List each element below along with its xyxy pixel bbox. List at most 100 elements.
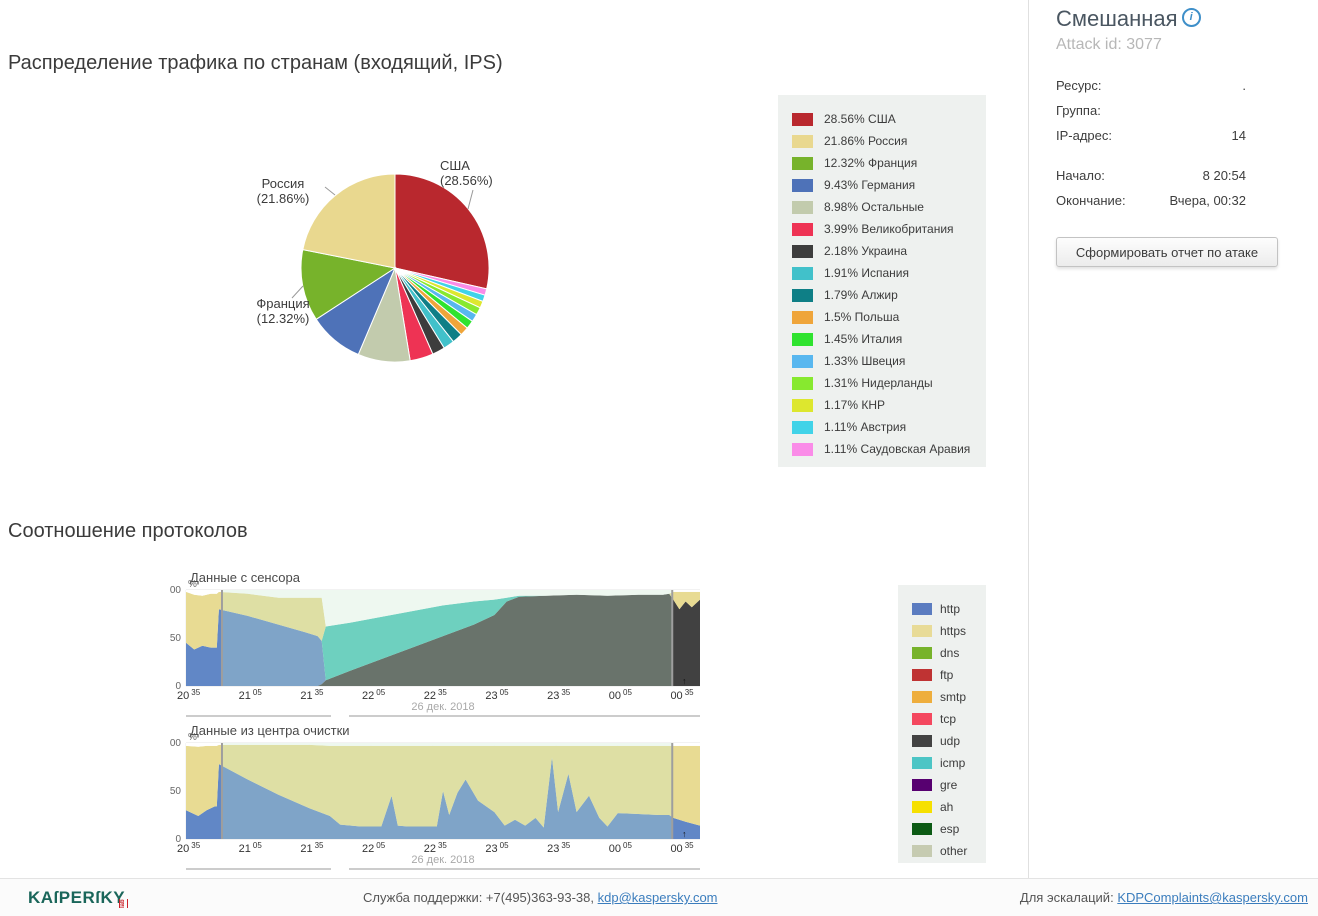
legend-item-Остальные[interactable]: 8.98% Остальные (778, 196, 986, 218)
protocol-legend-item-ftp[interactable]: ftp (898, 664, 986, 686)
svg-text:0: 0 (175, 681, 181, 692)
svg-text:50: 50 (170, 786, 181, 797)
pie-connector-usa (467, 189, 474, 210)
legend-item-Алжир[interactable]: 1.79% Алжир (778, 284, 986, 306)
legend-label: 1.31% Нидерланды (824, 376, 933, 390)
legend-swatch (792, 222, 813, 236)
escalation-email-link[interactable]: KDPComplaints@kaspersky.com (1117, 890, 1308, 905)
legend-label: 1.33% Швеция (824, 354, 906, 368)
area-series-http[interactable] (186, 757, 700, 839)
protocol-legend-item-gre[interactable]: gre (898, 774, 986, 796)
protocol-legend-item-tcp[interactable]: tcp (898, 708, 986, 730)
legend-item-КНР[interactable]: 1.17% КНР (778, 394, 986, 416)
legend-swatch (912, 757, 932, 769)
legend-item-Россия[interactable]: 21.86% Россия (778, 130, 986, 152)
area-series-https[interactable] (186, 744, 700, 828)
legend-item-Италия[interactable]: 1.45% Италия (778, 328, 986, 350)
support-email-link[interactable]: kdp@kaspersky.com (597, 890, 718, 905)
legend-item-Швеция[interactable]: 1.33% Швеция (778, 350, 986, 372)
legend-label: 1.79% Алжир (824, 288, 898, 302)
protocol-legend-item-esp[interactable]: esp (898, 818, 986, 840)
legend-swatch (792, 354, 813, 368)
legend-item-Саудовская Аравия[interactable]: 1.11% Саудовская Аравия (778, 438, 986, 460)
legend-swatch (792, 310, 813, 324)
legend-item-Нидерланды[interactable]: 1.31% Нидерланды (778, 372, 986, 394)
sidebar-divider (1028, 0, 1029, 878)
legend-label: 2.18% Украина (824, 244, 908, 258)
legend-swatch (792, 200, 813, 214)
legend-label: ah (940, 800, 954, 814)
pie-connector-russia (324, 186, 336, 196)
legend-swatch (792, 442, 813, 456)
info-label: Группа: (1056, 103, 1101, 118)
legend-label: icmp (940, 756, 966, 770)
info-value: 14 (1231, 128, 1246, 143)
legend-swatch (792, 156, 813, 170)
legend-label: 12.32% Франция (824, 156, 918, 170)
countries-section-title: Распределение трафика по странам (входящ… (8, 52, 503, 74)
legend-item-Украина[interactable]: 2.18% Украина (778, 240, 986, 262)
legend-item-Германия[interactable]: 9.43% Германия (778, 174, 986, 196)
legend-swatch (912, 845, 932, 857)
svg-text:↑: ↑ (682, 676, 687, 686)
legend-label: smtp (940, 690, 967, 704)
protocol-legend-item-http[interactable]: http (898, 598, 986, 620)
legend-swatch (792, 112, 813, 126)
legend-item-Испания[interactable]: 1.91% Испания (778, 262, 986, 284)
legend-item-США[interactable]: 28.56% США (778, 108, 986, 130)
area-series-https[interactable] (186, 591, 700, 650)
country-pie-chart[interactable] (165, 140, 725, 400)
info-icon[interactable]: i (1181, 8, 1201, 27)
legend-label: 1.45% Италия (824, 332, 903, 346)
area-series-other[interactable] (186, 743, 700, 747)
legend-item-Франция[interactable]: 12.32% Франция (778, 152, 986, 174)
legend-item-Австрия[interactable]: 1.11% Австрия (778, 416, 986, 438)
legend-item-Великобритания[interactable]: 3.99% Великобритания (778, 218, 986, 240)
area-series-other[interactable] (186, 590, 700, 627)
protocol-legend-item-smtp[interactable]: smtp (898, 686, 986, 708)
svg-text:Данные с сенсора: Данные с сенсора (190, 570, 301, 585)
svg-text:26 дек. 2018: 26 дек. 2018 (411, 701, 474, 713)
pie-slice-США[interactable] (394, 173, 490, 290)
legend-swatch (792, 376, 813, 390)
legend-label: 1.17% КНР (824, 398, 886, 412)
pie-label-russia: Россия (21.86%) (256, 176, 310, 206)
area-series-udp[interactable] (186, 593, 700, 686)
svg-text:50: 50 (170, 633, 181, 644)
protocol-legend-item-other[interactable]: other (898, 840, 986, 862)
legend-label: dns (940, 646, 960, 660)
info-row: Начало: 8 20:54 (1056, 168, 1246, 193)
area-series-http[interactable] (186, 593, 700, 686)
svg-text:%: % (188, 579, 197, 590)
info-value: . (1242, 78, 1246, 93)
area-series-icmp[interactable] (186, 593, 700, 681)
protocol-legend-item-ah[interactable]: ah (898, 796, 986, 818)
legend-swatch (912, 647, 932, 659)
protocol-legend: http https dns ftp smtp tcp udp icmp gre ah esp oth… (898, 585, 986, 863)
legend-swatch (912, 713, 932, 725)
attack-type-title: Смешанная i (1056, 6, 1201, 32)
info-value: 8 20:54 (1202, 168, 1246, 183)
protocol-legend-item-icmp[interactable]: icmp (898, 752, 986, 774)
legend-item-Польша[interactable]: 1.5% Польша (778, 306, 986, 328)
protocol-legend-item-dns[interactable]: dns (898, 642, 986, 664)
pie-slice-Россия[interactable] (302, 173, 396, 269)
protocol-legend-item-https[interactable]: https (898, 620, 986, 642)
kaspersky-logo-lab: lab (119, 899, 129, 908)
protocol-legend-item-udp[interactable]: udp (898, 730, 986, 752)
generate-report-button[interactable]: Сформировать отчет по атаке (1056, 237, 1278, 267)
country-pie-legend: 28.56% США 21.86% Россия 12.32% Франция 9.4… (778, 95, 986, 467)
attack-info-list: Ресурс:. Группа: IP-адрес: 14 Начало: 8 20:54… (1056, 78, 1246, 218)
legend-swatch (792, 332, 813, 346)
